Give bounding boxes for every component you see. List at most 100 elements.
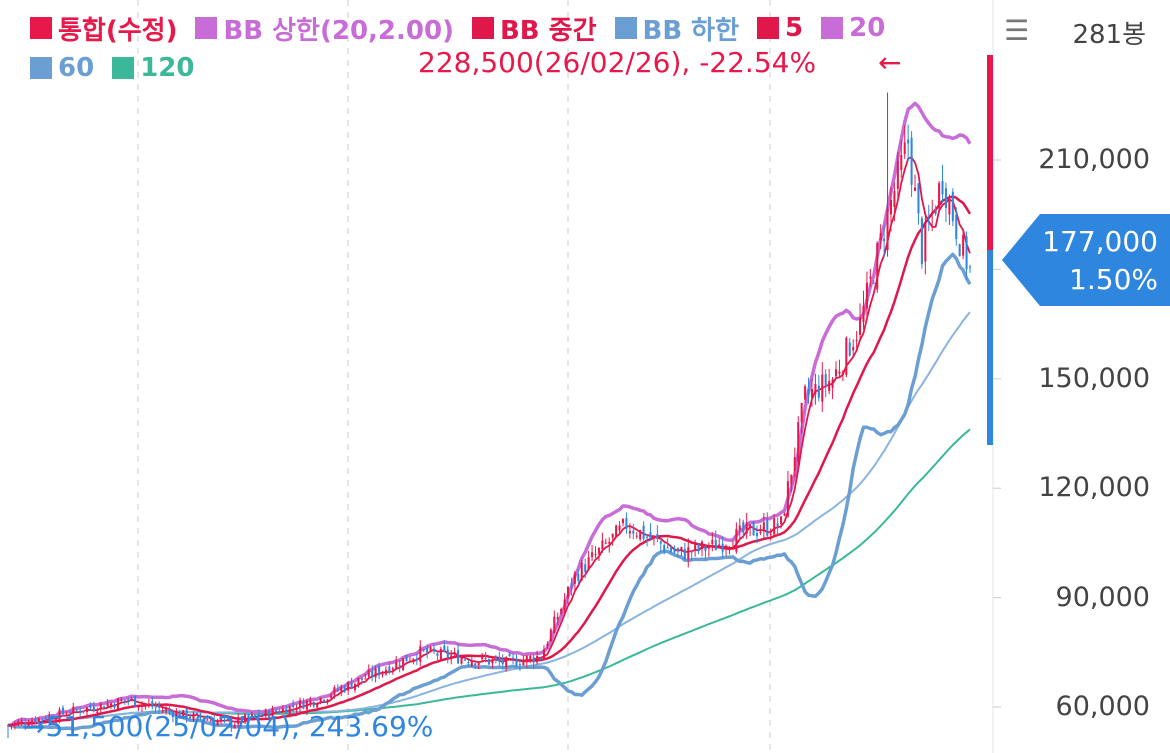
- candle-body: [920, 218, 923, 265]
- legend-item-a5[interactable]: 20: [821, 13, 885, 43]
- candle-body: [804, 386, 807, 400]
- legend-item-a4[interactable]: 5: [757, 13, 803, 43]
- candle-body: [120, 699, 123, 701]
- candle-body: [958, 244, 961, 256]
- candle-body: [202, 720, 205, 722]
- candle-body: [350, 682, 353, 689]
- candle-body: [580, 562, 583, 581]
- candle-body: [48, 715, 51, 721]
- candle-body: [749, 524, 752, 527]
- legend-item-a0[interactable]: 통합(수정): [30, 10, 177, 47]
- candle-body: [244, 714, 247, 723]
- legend-swatch: [757, 17, 780, 39]
- candle-body: [776, 523, 779, 528]
- bar-count-label[interactable]: 281봉: [1072, 20, 1146, 50]
- candle-body: [223, 716, 226, 719]
- candle-body: [268, 710, 271, 718]
- candle-body: [137, 706, 140, 708]
- candle-body: [374, 668, 377, 678]
- candle-body: [17, 721, 20, 726]
- candle-body: [755, 532, 759, 537]
- candle-body: [965, 236, 968, 270]
- candle-body: [264, 709, 267, 717]
- candle-body: [800, 402, 803, 423]
- candle-body: [773, 518, 776, 535]
- legend-item-b0[interactable]: 60: [30, 53, 94, 83]
- candle-body: [780, 516, 783, 525]
- candle-body: [786, 481, 789, 517]
- candle-body: [560, 608, 563, 614]
- candle-body: [680, 546, 683, 551]
- candle-body: [477, 662, 480, 665]
- candle-body: [6, 725, 10, 727]
- candle-body: [618, 525, 621, 531]
- candle-body: [295, 709, 298, 711]
- candle-body: [656, 534, 659, 539]
- legend-item-a3[interactable]: BB 하한: [614, 10, 739, 47]
- candle-body: [357, 677, 360, 685]
- candle-body: [587, 557, 590, 570]
- candle-body: [302, 701, 305, 709]
- candle-body: [711, 539, 714, 545]
- candle-body: [185, 709, 188, 719]
- candle-body: [99, 703, 102, 710]
- candle-body: [51, 716, 54, 720]
- candle-body: [941, 181, 944, 195]
- candle-body: [725, 546, 728, 548]
- candle-body: [501, 658, 504, 665]
- candle-body: [13, 722, 16, 726]
- candle-body: [666, 547, 669, 549]
- candle-body: [910, 137, 913, 185]
- candle-body: [343, 687, 346, 692]
- candle-body: [968, 266, 972, 268]
- candle-body: [182, 710, 185, 718]
- candle-body: [395, 661, 398, 670]
- candle-body: [900, 154, 903, 170]
- candle-body: [171, 712, 174, 718]
- candle-body: [213, 719, 216, 725]
- menu-icon[interactable]: ☰: [1004, 14, 1030, 47]
- legend-item-a2[interactable]: BB 중간: [471, 10, 597, 47]
- candle-body: [58, 709, 61, 721]
- candlesticks: [6, 92, 972, 738]
- bb-upper-line: [7, 101, 972, 728]
- candle-body: [195, 712, 198, 714]
- candle-body: [113, 704, 116, 708]
- candle-body: [426, 648, 429, 654]
- candle-body: [793, 457, 796, 472]
- candle-body: [450, 655, 453, 660]
- candle-body: [470, 661, 473, 666]
- candle-body: [539, 658, 542, 660]
- candle-body: [347, 682, 350, 691]
- candle-body: [621, 519, 625, 524]
- legend-item-b1[interactable]: 120: [112, 53, 194, 83]
- candle-body: [250, 714, 253, 717]
- legend-swatch: [821, 17, 844, 39]
- legend-item-a1[interactable]: BB 상한(20,2.00): [195, 10, 454, 47]
- candle-body: [151, 701, 154, 707]
- candle-body: [917, 183, 920, 214]
- candle-body: [209, 720, 212, 722]
- candle-body: [384, 669, 387, 675]
- candle-body: [140, 704, 144, 707]
- candle-body: [879, 232, 882, 241]
- candle-body: [700, 541, 704, 550]
- candle-body: [944, 188, 947, 208]
- candle-body: [518, 664, 521, 666]
- candle-body: [632, 530, 635, 534]
- candle-body: [883, 238, 886, 242]
- legend-label: 60: [58, 53, 95, 83]
- candle-body: [903, 142, 906, 155]
- range-bar-down: [987, 250, 993, 445]
- candle-body: [82, 710, 85, 712]
- candle-body: [398, 664, 401, 667]
- candle-body: [676, 548, 679, 552]
- candle-body: [608, 541, 611, 544]
- candle-body: [429, 647, 432, 651]
- candle-body: [206, 719, 209, 721]
- candle-body: [810, 389, 813, 398]
- candle-body: [563, 599, 566, 610]
- legend-swatch: [195, 17, 218, 39]
